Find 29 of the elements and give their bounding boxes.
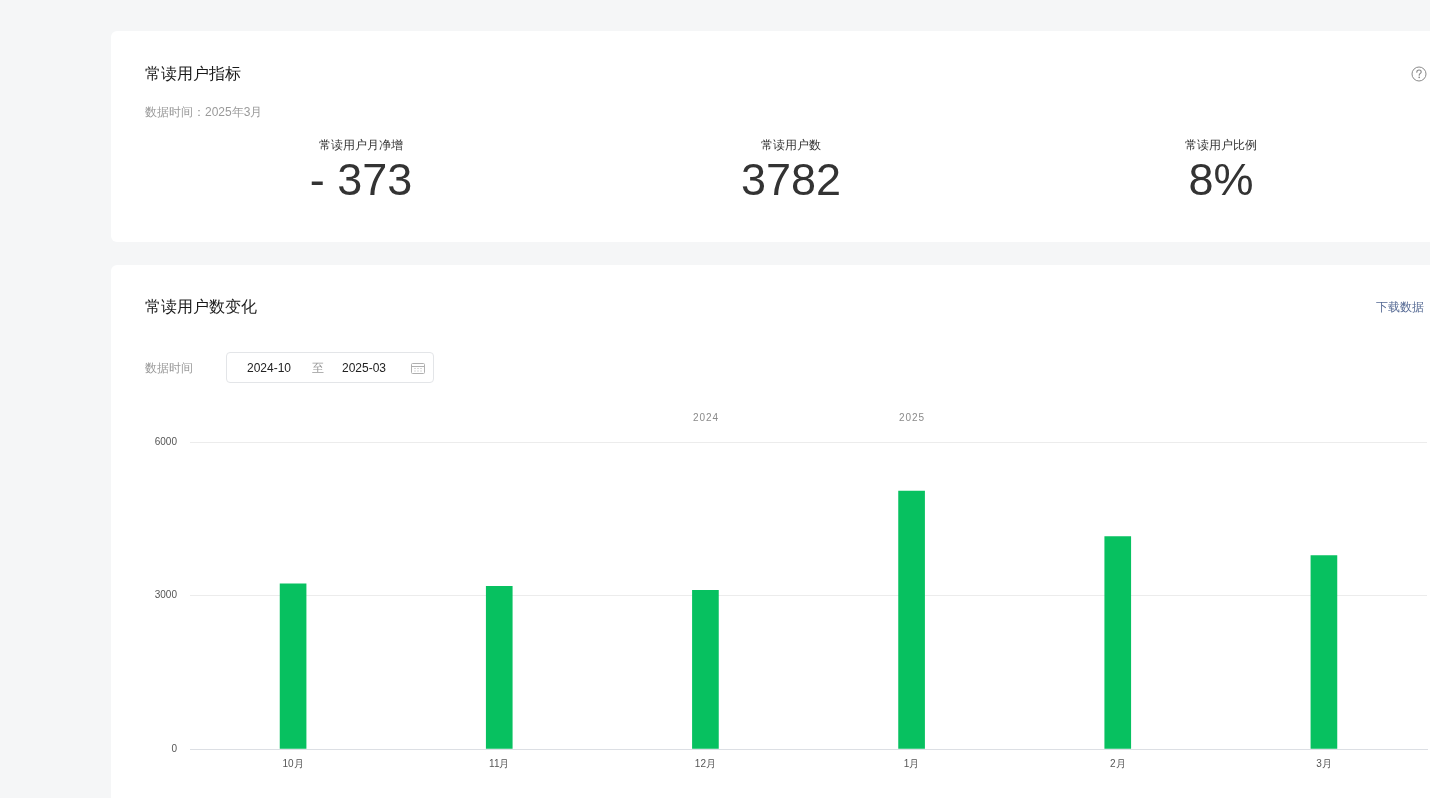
text: 数据时间 <box>145 360 193 376</box>
y-tick-label: 3000 <box>154 589 178 601</box>
x-tick-label: 11月 <box>489 757 510 769</box>
x-tick-label: 1月 <box>903 757 920 769</box>
text: 常读用户月净增 <box>319 138 403 152</box>
x-tick-label: 10月 <box>282 757 304 769</box>
text: 下载数据 <box>1376 299 1424 315</box>
date-range-field: 2024-10 至 2025-03 <box>226 352 434 383</box>
text: 2025 <box>898 412 926 423</box>
x-tick-label: 2月 <box>1109 757 1126 769</box>
y-tick-label: 0 <box>171 742 178 754</box>
text: 常读用户比例 <box>1185 138 1257 152</box>
y-tick-label: 6000 <box>154 435 178 447</box>
x-tick-label: 12月 <box>694 757 716 769</box>
chart-title: 常读用户数变化 <box>145 297 257 317</box>
text: - 373 <box>309 154 413 205</box>
text: 8% <box>1188 154 1254 205</box>
bar <box>1104 536 1132 749</box>
bar <box>692 590 719 749</box>
bar <box>279 583 307 749</box>
text: 2024 <box>692 412 720 423</box>
text: 3782 <box>740 154 842 205</box>
bar <box>1310 555 1338 749</box>
bar <box>898 490 925 749</box>
x-tick-label: 3月 <box>1316 757 1332 769</box>
text: 数据时间：2025年3月 <box>145 104 263 120</box>
bar <box>485 585 513 749</box>
text: 常读用户指标 <box>145 64 241 84</box>
text: 常读用户数 <box>761 138 821 152</box>
